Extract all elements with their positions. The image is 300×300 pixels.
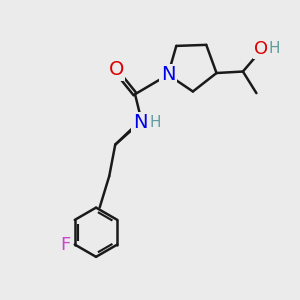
Text: H: H [269,41,280,56]
Text: O: O [254,40,268,58]
Text: F: F [61,236,71,253]
Text: N: N [161,65,175,84]
Text: O: O [109,60,124,79]
Text: H: H [149,115,161,130]
Text: N: N [133,113,147,132]
